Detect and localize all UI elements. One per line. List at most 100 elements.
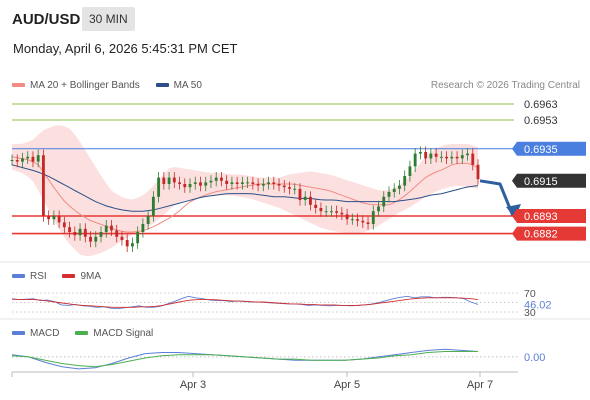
candle-body: [345, 214, 349, 220]
candle-body: [157, 177, 161, 197]
candle: [131, 237, 134, 252]
candle-body: [193, 182, 197, 184]
candle: [267, 176, 270, 190]
candle-body: [131, 243, 134, 247]
candle: [94, 231, 98, 248]
candle-body: [309, 196, 312, 205]
candle-body: [277, 184, 281, 186]
candle-body: [288, 187, 291, 189]
candle-body: [329, 211, 333, 213]
candle-body: [62, 222, 66, 228]
candle-body: [104, 225, 108, 232]
legend-label-rsi: RSI: [30, 271, 47, 282]
candle-body: [110, 225, 113, 231]
candle-body: [424, 152, 428, 159]
candle: [392, 183, 396, 198]
candle-body: [78, 228, 82, 236]
level-label-text: 0.6953: [524, 115, 558, 127]
candle: [36, 149, 40, 168]
candle: [460, 149, 464, 164]
candle: [26, 151, 30, 164]
candle-body: [240, 182, 244, 184]
rsi-level-label: 30: [524, 307, 536, 319]
candle: [434, 148, 438, 163]
candle: [141, 218, 145, 238]
candle-body: [10, 160, 14, 161]
candle: [162, 172, 166, 190]
candle: [277, 178, 281, 192]
candle: [62, 216, 66, 233]
candle-body: [230, 182, 234, 184]
candle-body: [89, 236, 92, 242]
level-label-resistance: 0.6953: [524, 115, 558, 127]
x-tick-label: Apr 3: [180, 379, 206, 391]
candle-body: [31, 156, 35, 162]
rsi-level-label: 70: [524, 288, 536, 300]
candle-body: [172, 177, 176, 183]
candle: [230, 176, 234, 190]
level-label-tag: [512, 226, 586, 241]
candle-body: [387, 192, 391, 197]
candle: [52, 210, 56, 225]
candle-body: [282, 185, 286, 188]
candle-body: [162, 177, 166, 184]
candle: [151, 191, 155, 222]
x-tick-label: Apr 7: [467, 379, 493, 391]
candle: [329, 205, 333, 217]
candle-body: [47, 216, 51, 220]
candle-body: [267, 182, 270, 184]
price-legend: MA 20 + Bollinger Bands MA 50: [12, 80, 215, 91]
candle-body: [209, 180, 213, 183]
candle-body: [251, 182, 255, 184]
candle-body: [439, 156, 443, 158]
candle: [439, 151, 443, 163]
candle-body: [178, 182, 181, 184]
candle-body: [366, 222, 370, 224]
macd-legend: MACD MACD Signal: [12, 328, 166, 339]
candle-body: [120, 236, 124, 240]
candle: [199, 176, 202, 192]
candle-body: [314, 204, 318, 208]
rsi-current-value: 46.02: [524, 299, 552, 311]
candle-body: [99, 232, 103, 237]
candle-body: [57, 216, 61, 223]
level-label-support: 0.6893: [512, 209, 586, 223]
candle-body: [115, 230, 119, 237]
legend-item-macd-signal: MACD Signal: [75, 328, 153, 339]
candle: [157, 172, 161, 203]
candle-body: [261, 184, 265, 186]
candle: [424, 146, 428, 164]
candle: [193, 176, 197, 190]
candle: [314, 199, 318, 214]
candle: [382, 191, 386, 212]
candle-body: [466, 153, 469, 156]
candle: [225, 175, 229, 190]
candle-body: [371, 211, 375, 224]
legend-swatch-macd: [12, 331, 25, 336]
candle: [167, 172, 171, 190]
candle: [99, 226, 103, 243]
candle: [240, 176, 244, 190]
candle-body: [225, 180, 229, 184]
projection-arrow: [479, 179, 515, 217]
candle: [120, 231, 124, 246]
legend-item-rsi-9ma: 9MA: [62, 271, 101, 282]
candle-body: [408, 166, 412, 176]
candle: [209, 175, 213, 188]
legend-swatch-rsi: [12, 274, 25, 279]
candle-body: [235, 182, 239, 184]
candle: [408, 160, 412, 182]
chart-datetime: Monday, April 6, 2026 5:45:31 PM CET: [13, 41, 238, 56]
timeframe-badge[interactable]: 30 MIN: [82, 7, 135, 31]
candle-body: [450, 156, 454, 159]
level-label-text: 0.6963: [524, 99, 558, 111]
candle-body: [136, 232, 140, 244]
candle-body: [434, 153, 438, 157]
rsi-9ma-line: [11, 297, 479, 308]
candle-body: [167, 177, 171, 184]
level-label-text: 0.6915: [524, 176, 558, 188]
candle-body: [445, 156, 449, 159]
candle-body: [350, 219, 354, 221]
